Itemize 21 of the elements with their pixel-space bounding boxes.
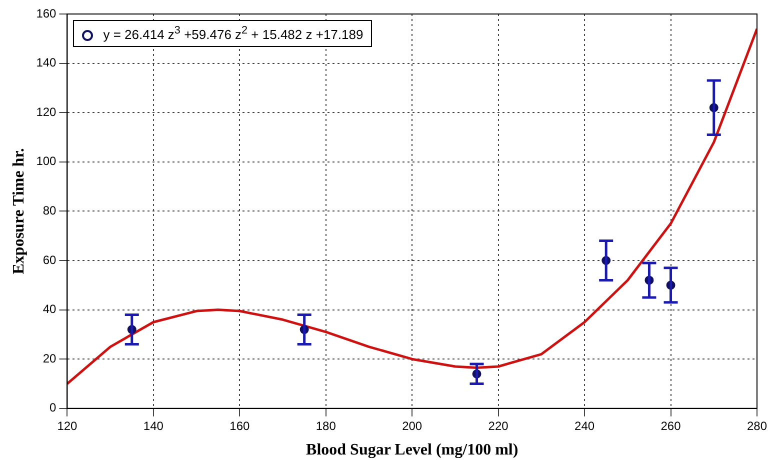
y-tick-label: 20 [42, 351, 57, 366]
y-tick-label: 160 [36, 6, 57, 20]
y-tick-label: 100 [36, 154, 57, 168]
x-tick-label: 180 [316, 418, 336, 433]
x-tick-label: 220 [488, 418, 509, 433]
y-tick-label: 0 [50, 400, 57, 415]
x-tick-label: 240 [574, 418, 595, 433]
y-tick-label: 60 [42, 252, 57, 267]
x-tick-label: 200 [402, 418, 422, 433]
x-tick-label: 160 [230, 418, 250, 433]
x-tick-label: 140 [143, 418, 164, 433]
y-tick-label: 120 [36, 104, 57, 119]
x-axis-title: Blood Sugar Level (mg/100 ml) [306, 442, 518, 459]
y-tick-label: 80 [42, 204, 57, 218]
x-tick-label: 120 [57, 418, 78, 433]
y-tick-label: 140 [36, 56, 57, 70]
x-tick-label: 260 [660, 418, 682, 433]
x-tick-label: 280 [746, 418, 768, 433]
y-axis-title: Exposure Time hr. [10, 148, 28, 274]
legend-label: y = 26.414 z$^{3}$ +59.476 z$^{2}$ + 15.482 z +17.189 [103, 25, 364, 42]
y-tick-label: 40 [42, 302, 57, 316]
